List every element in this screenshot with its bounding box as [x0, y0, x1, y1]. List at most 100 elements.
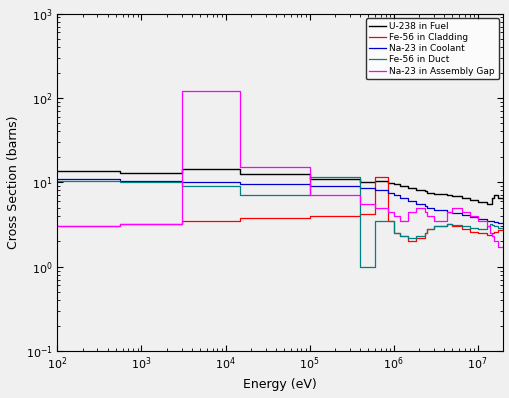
- Fe-56 in Cladding: [54, 224, 61, 229]
- U-238 in Fuel: [356, 180, 362, 185]
- U-238 in Fuel: [488, 196, 494, 201]
- U-238 in Fuel: [405, 184, 411, 189]
- Na-23 in Assembly Gap: [306, 193, 312, 198]
- Fe-56 in Cladding: [384, 219, 390, 223]
- U-238 in Fuel: [443, 192, 449, 197]
- Na-23 in Coolant: [494, 220, 500, 225]
- U-238 in Fuel: [421, 189, 427, 194]
- U-238 in Fuel: [306, 176, 312, 181]
- Fe-56 in Duct: [458, 224, 464, 229]
- Na-23 in Coolant: [397, 193, 403, 198]
- Fe-56 in Cladding: [430, 224, 436, 229]
- Fe-56 in Cladding: [306, 215, 312, 220]
- Na-23 in Assembly Gap: [443, 209, 449, 214]
- Y-axis label: Cross Section (barns): Cross Section (barns): [7, 115, 20, 249]
- Fe-56 in Duct: [405, 234, 411, 238]
- Fe-56 in Duct: [117, 180, 123, 185]
- Line: Na-23 in Assembly Gap: Na-23 in Assembly Gap: [58, 91, 501, 247]
- Na-23 in Assembly Gap: [405, 219, 411, 223]
- Na-23 in Coolant: [458, 211, 464, 216]
- Na-23 in Coolant: [306, 184, 312, 189]
- U-238 in Fuel: [494, 196, 500, 201]
- Fe-56 in Cladding: [498, 228, 504, 233]
- Na-23 in Coolant: [412, 202, 418, 207]
- Fe-56 in Cladding: [178, 219, 184, 223]
- U-238 in Fuel: [117, 170, 123, 175]
- U-238 in Fuel: [421, 188, 427, 193]
- Fe-56 in Cladding: [474, 229, 480, 234]
- Na-23 in Coolant: [178, 180, 184, 185]
- Fe-56 in Duct: [390, 219, 396, 223]
- Na-23 in Coolant: [458, 213, 464, 217]
- Na-23 in Coolant: [483, 217, 489, 221]
- U-238 in Fuel: [430, 192, 436, 197]
- U-238 in Fuel: [494, 193, 500, 198]
- Na-23 in Assembly Gap: [448, 209, 455, 214]
- Na-23 in Assembly Gap: [490, 234, 496, 238]
- Na-23 in Assembly Gap: [430, 219, 436, 223]
- Na-23 in Assembly Gap: [494, 239, 500, 244]
- Fe-56 in Cladding: [421, 231, 427, 236]
- Na-23 in Assembly Gap: [356, 193, 362, 198]
- Fe-56 in Cladding: [390, 231, 396, 236]
- Fe-56 in Duct: [430, 224, 436, 229]
- Fe-56 in Duct: [488, 223, 494, 228]
- Fe-56 in Cladding: [371, 212, 377, 217]
- Na-23 in Coolant: [117, 178, 123, 183]
- Fe-56 in Duct: [448, 223, 455, 228]
- Fe-56 in Duct: [390, 231, 396, 236]
- Na-23 in Coolant: [490, 219, 496, 224]
- Na-23 in Coolant: [498, 220, 504, 225]
- U-238 in Fuel: [486, 202, 492, 207]
- Fe-56 in Duct: [488, 222, 494, 226]
- Line: Fe-56 in Duct: Fe-56 in Duct: [58, 177, 501, 267]
- Na-23 in Coolant: [488, 219, 494, 223]
- Fe-56 in Duct: [443, 222, 449, 226]
- Na-23 in Assembly Gap: [494, 245, 500, 250]
- Fe-56 in Cladding: [494, 228, 500, 233]
- Fe-56 in Cladding: [178, 222, 184, 226]
- Fe-56 in Cladding: [486, 232, 492, 237]
- Fe-56 in Cladding: [490, 229, 496, 234]
- Fe-56 in Cladding: [483, 231, 489, 236]
- Fe-56 in Cladding: [237, 215, 243, 220]
- Fe-56 in Duct: [448, 222, 455, 226]
- Fe-56 in Cladding: [488, 232, 494, 237]
- Fe-56 in Duct: [384, 219, 390, 223]
- U-238 in Fuel: [371, 178, 377, 183]
- Na-23 in Coolant: [384, 188, 390, 193]
- Na-23 in Assembly Gap: [412, 209, 418, 214]
- U-238 in Fuel: [448, 194, 455, 199]
- Na-23 in Assembly Gap: [397, 213, 403, 218]
- U-238 in Fuel: [458, 196, 464, 201]
- Fe-56 in Cladding: [356, 212, 362, 217]
- U-238 in Fuel: [423, 189, 429, 194]
- Na-23 in Coolant: [397, 196, 403, 201]
- Na-23 in Coolant: [448, 211, 455, 216]
- Na-23 in Assembly Gap: [178, 89, 184, 94]
- U-238 in Fuel: [237, 166, 243, 171]
- Na-23 in Assembly Gap: [412, 205, 418, 210]
- Fe-56 in Duct: [443, 224, 449, 229]
- Fe-56 in Cladding: [117, 224, 123, 229]
- Fe-56 in Cladding: [483, 232, 489, 237]
- U-238 in Fuel: [390, 181, 396, 185]
- U-238 in Fuel: [466, 197, 472, 202]
- Fe-56 in Duct: [498, 225, 504, 230]
- Na-23 in Assembly Gap: [390, 213, 396, 218]
- Na-23 in Coolant: [474, 215, 480, 219]
- Fe-56 in Cladding: [421, 235, 427, 240]
- Fe-56 in Cladding: [474, 231, 480, 236]
- Fe-56 in Cladding: [423, 226, 429, 231]
- Na-23 in Assembly Gap: [371, 202, 377, 207]
- Fe-56 in Cladding: [494, 229, 500, 234]
- Fe-56 in Duct: [466, 225, 472, 230]
- Na-23 in Coolant: [390, 191, 396, 195]
- Fe-56 in Cladding: [486, 232, 492, 237]
- Fe-56 in Duct: [237, 184, 243, 189]
- Na-23 in Coolant: [390, 193, 396, 198]
- U-238 in Fuel: [490, 196, 496, 201]
- U-238 in Fuel: [498, 196, 504, 201]
- Fe-56 in Duct: [356, 175, 362, 179]
- Na-23 in Coolant: [483, 219, 489, 223]
